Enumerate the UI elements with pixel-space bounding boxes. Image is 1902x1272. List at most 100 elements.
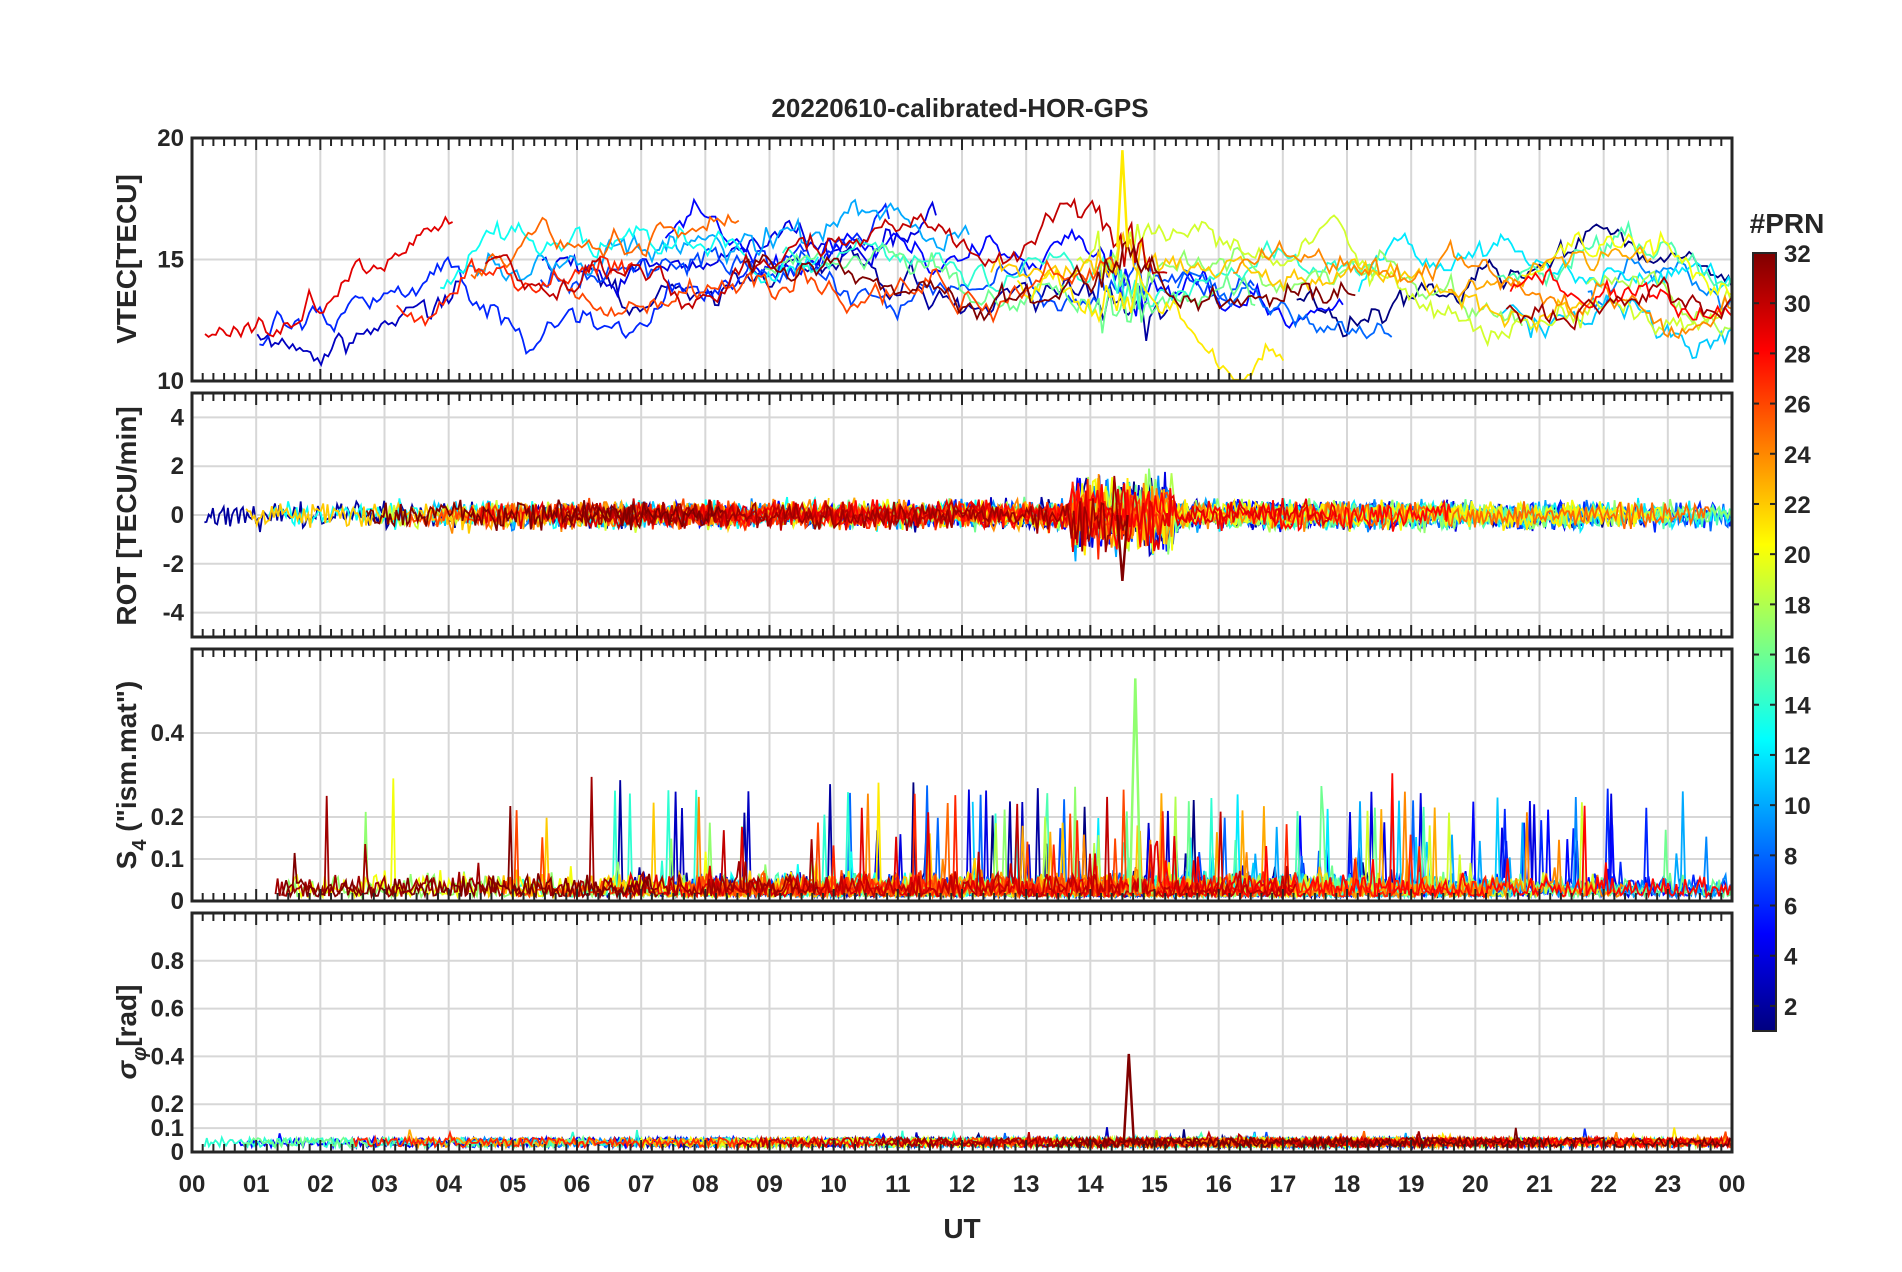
x-tick-label: 10 xyxy=(820,1171,847,1198)
prn-series-line xyxy=(596,244,1169,342)
colorbar-gradient xyxy=(1752,252,1777,1032)
y-tick-label: 0.6 xyxy=(151,996,184,1023)
y-tick-label: 4 xyxy=(171,404,185,431)
rot-axes: -4 -2 0 2 4 xyxy=(163,391,1734,639)
y-tick-label: 0.4 xyxy=(151,1043,185,1070)
prn-series-line xyxy=(440,219,819,290)
x-tick-label: 09 xyxy=(756,1171,783,1198)
vtec-panel: 10 15 20 VTEC[TECU] xyxy=(111,125,1734,395)
y-tick-label: 0.1 xyxy=(151,1115,184,1142)
prn-series-line xyxy=(280,805,659,900)
colorbar-tick-label: 32 xyxy=(1784,241,1811,268)
x-tick-label: 07 xyxy=(628,1171,655,1198)
y-tick-label: 0.8 xyxy=(151,948,184,975)
y-tick-label: 10 xyxy=(157,368,184,395)
x-tick-label: 17 xyxy=(1269,1171,1296,1198)
colorbar-tick-label: 22 xyxy=(1784,492,1811,519)
y-tick-label: 2 xyxy=(171,453,184,480)
x-tick-label: 05 xyxy=(499,1171,526,1198)
prn-series-line xyxy=(406,1129,818,1151)
prn-series-line xyxy=(744,239,1356,322)
prn-series-line xyxy=(365,499,724,532)
peak-series-line xyxy=(1122,1053,1136,1145)
colorbar-tick-label: 14 xyxy=(1784,693,1811,720)
x-tick-label: 00 xyxy=(1719,1171,1746,1198)
s4-series xyxy=(274,678,1733,901)
prn-series-line xyxy=(274,776,818,900)
rot-series xyxy=(204,468,1733,581)
prn-series-line xyxy=(564,475,1128,553)
y-tick-label: 0 xyxy=(171,502,184,529)
y-tick-label: 15 xyxy=(157,247,184,274)
x-tick-label: 23 xyxy=(1654,1171,1681,1198)
s4-panel: 0 0.1 0.2 0.4 S4 ("ism.mat") xyxy=(111,647,1734,915)
colorbar-tick-label: 30 xyxy=(1784,291,1811,318)
sigma-phi-grid xyxy=(191,913,1733,1152)
x-tick-label: 16 xyxy=(1205,1171,1232,1198)
x-tick-label: 15 xyxy=(1141,1171,1168,1198)
x-tick-label: 00 xyxy=(179,1171,206,1198)
y-tick-label: 0.1 xyxy=(151,846,184,873)
colorbar-tick-label: 8 xyxy=(1784,843,1797,870)
figure-title: 20220610-calibrated-HOR-GPS xyxy=(771,93,1148,123)
prn-series-line xyxy=(459,198,970,282)
x-tick-label: 14 xyxy=(1077,1171,1104,1198)
y-tick-label: 0.4 xyxy=(151,720,185,747)
colorbar-tick-label: 16 xyxy=(1784,643,1811,670)
colorbar-tick-label: 2 xyxy=(1784,994,1797,1021)
vtec-ylabel: VTEC[TECU] xyxy=(111,174,142,344)
sigma-phi-axes: 00.10.2 0.4 0.6 0.8 xyxy=(151,911,1734,1166)
colorbar-tick-label: 6 xyxy=(1784,894,1797,921)
prn-series-line xyxy=(1505,275,1733,331)
prn-series-line xyxy=(1105,246,1523,327)
x-tick-label: 21 xyxy=(1526,1171,1553,1198)
sigma-phi-panel: 00.10.2 0.4 0.6 0.8 σφ[rad] xyxy=(111,911,1734,1166)
s4-axes: 0 0.1 0.2 0.4 xyxy=(151,647,1734,915)
prn-series-line xyxy=(1521,230,1733,297)
x-tick-label: 08 xyxy=(692,1171,719,1198)
y-tick-label: 0.2 xyxy=(151,804,184,831)
prn-series-line xyxy=(256,280,460,368)
s4-ylabel: S4 ("ism.mat") xyxy=(111,681,151,870)
x-tick-label: 02 xyxy=(307,1171,334,1198)
rot-panel: -4 -2 0 2 4 ROT [TECU/min] xyxy=(111,391,1734,639)
prn-series-line xyxy=(1272,802,1600,900)
x-tick-label: 04 xyxy=(435,1171,462,1198)
rot-ylabel: ROT [TECU/min] xyxy=(111,406,142,625)
prn-series-line xyxy=(484,197,1168,311)
prn-series-line xyxy=(1447,245,1652,299)
x-tick-label: 19 xyxy=(1398,1171,1425,1198)
colorbar-tick-label: 18 xyxy=(1784,592,1811,619)
x-tick-label: 18 xyxy=(1334,1171,1361,1198)
colorbar-label: #PRN xyxy=(1750,208,1825,239)
vtec-series xyxy=(204,150,1733,381)
x-tick-labels: 00 01 02 03 04 05 06 07 08 09 10 11 12 13 14 15 16 17 18 19… xyxy=(179,1171,1746,1198)
prn-series-line xyxy=(764,244,1256,334)
colorbar-tick-label: 26 xyxy=(1784,392,1811,419)
peak-series-line xyxy=(1116,150,1129,248)
y-tick-label: 0 xyxy=(171,888,184,915)
prn-series-line xyxy=(1055,1127,1733,1151)
y-tick-label: 0.2 xyxy=(151,1091,184,1118)
prn-series-line xyxy=(1076,214,1732,348)
x-tick-label: 01 xyxy=(243,1171,270,1198)
x-tick-label: 11 xyxy=(885,1171,910,1198)
colorbar-tick-label: 24 xyxy=(1784,442,1811,469)
sigma-phi-ylabel: σφ[rad] xyxy=(111,985,151,1080)
prn-series-line xyxy=(737,1130,1390,1151)
x-tick-label: 13 xyxy=(1013,1171,1040,1198)
prn-series-line xyxy=(1496,219,1733,288)
colorbar-tick-label: 10 xyxy=(1784,793,1811,820)
prn-series-line xyxy=(781,237,1378,310)
x-tick-label: 22 xyxy=(1590,1171,1617,1198)
colorbar-tick-label: 4 xyxy=(1784,944,1798,971)
prn-series-line xyxy=(396,255,633,328)
colorbar-tick-label: 12 xyxy=(1784,743,1811,770)
x-tick-label: 06 xyxy=(564,1171,591,1198)
y-tick-label: 0 xyxy=(171,1139,184,1166)
prn-series-line xyxy=(1296,223,1733,338)
colorbar-tick-label: 28 xyxy=(1784,341,1811,368)
